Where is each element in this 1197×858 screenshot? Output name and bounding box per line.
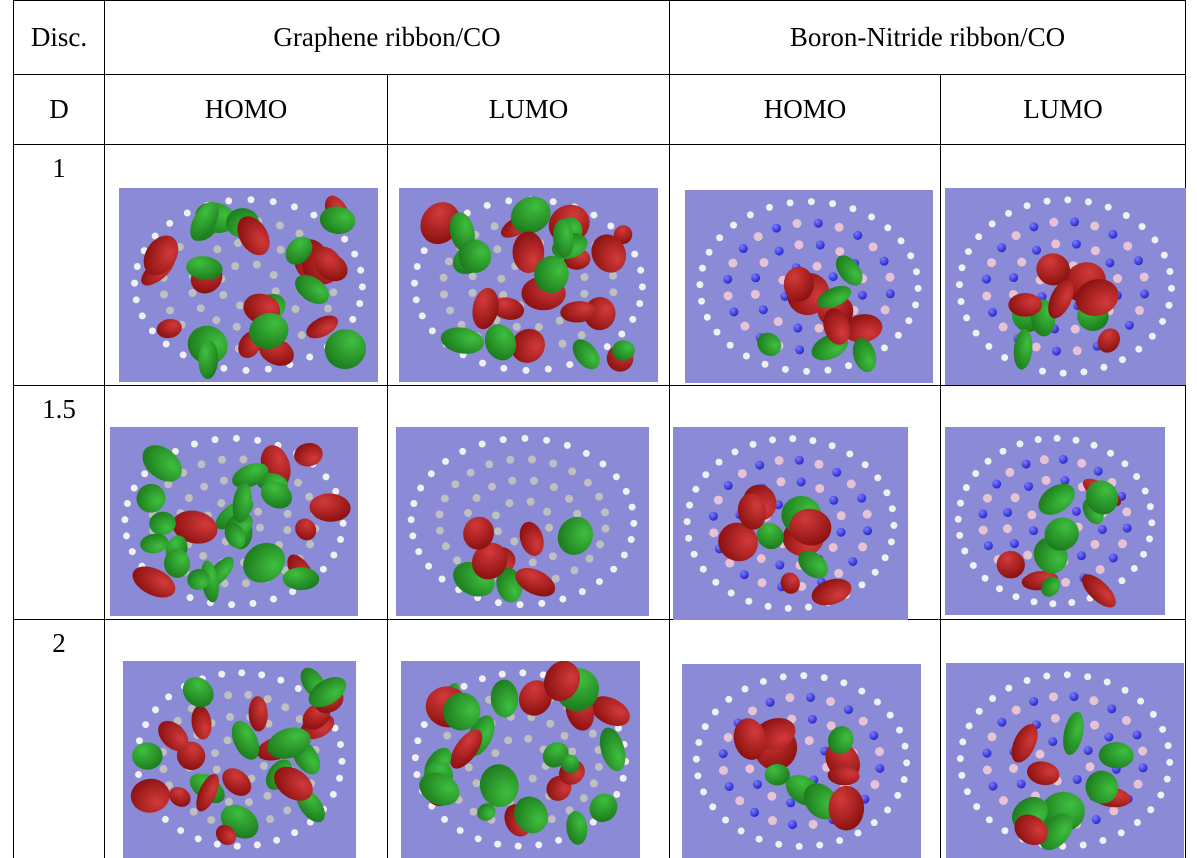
d-header: D — [13, 74, 105, 145]
header-row-2: D HOMO LUMO HOMO LUMO — [13, 74, 1187, 145]
bn-homo-cell — [669, 385, 942, 620]
graphene-lumo-header: LUMO — [386, 74, 671, 145]
boron-nitride-header: Boron-Nitride ribbon/CO — [669, 0, 1187, 75]
table-row: 1.5 — [13, 385, 1187, 620]
table-row: 2 — [13, 619, 1187, 858]
orbital-image — [945, 188, 1187, 385]
bn-lumo-cell — [940, 385, 1187, 620]
orbital-image — [110, 427, 358, 616]
graphene-homo-cell — [104, 144, 388, 386]
orbital-image — [682, 664, 922, 858]
orbital-image — [685, 190, 934, 383]
graphene-lumo-cell — [386, 144, 671, 386]
orbital-image — [673, 427, 909, 620]
bn-lumo-header: LUMO — [940, 74, 1187, 145]
orbital-image — [401, 661, 640, 858]
orbital-image — [123, 661, 356, 858]
graphene-homo-cell — [104, 619, 388, 858]
graphene-lumo-cell — [386, 619, 671, 858]
bn-homo-cell — [669, 144, 942, 386]
bn-homo-cell — [669, 619, 942, 858]
bn-lumo-cell — [940, 144, 1187, 386]
orbital-image — [945, 427, 1166, 615]
bn-homo-header: HOMO — [669, 74, 942, 145]
disc-header: Disc. — [13, 0, 105, 75]
row-label: 1 — [13, 144, 105, 386]
orbital-image — [119, 188, 378, 382]
row-label: 1.5 — [13, 385, 105, 620]
orbital-table: Disc. Graphene ribbon/CO Boron-Nitride r… — [13, 0, 1187, 858]
graphene-header: Graphene ribbon/CO — [103, 0, 671, 75]
row-label: 2 — [13, 619, 105, 858]
graphene-lumo-cell — [386, 385, 671, 620]
orbital-image — [946, 663, 1185, 858]
graphene-homo-header: HOMO — [104, 74, 388, 145]
table-row: 1 — [13, 144, 1187, 386]
graphene-homo-cell — [104, 385, 388, 620]
bn-lumo-cell — [940, 619, 1187, 858]
orbital-image — [399, 188, 658, 382]
header-row-1: Disc. Graphene ribbon/CO Boron-Nitride r… — [13, 0, 1187, 75]
orbital-image — [396, 427, 649, 616]
